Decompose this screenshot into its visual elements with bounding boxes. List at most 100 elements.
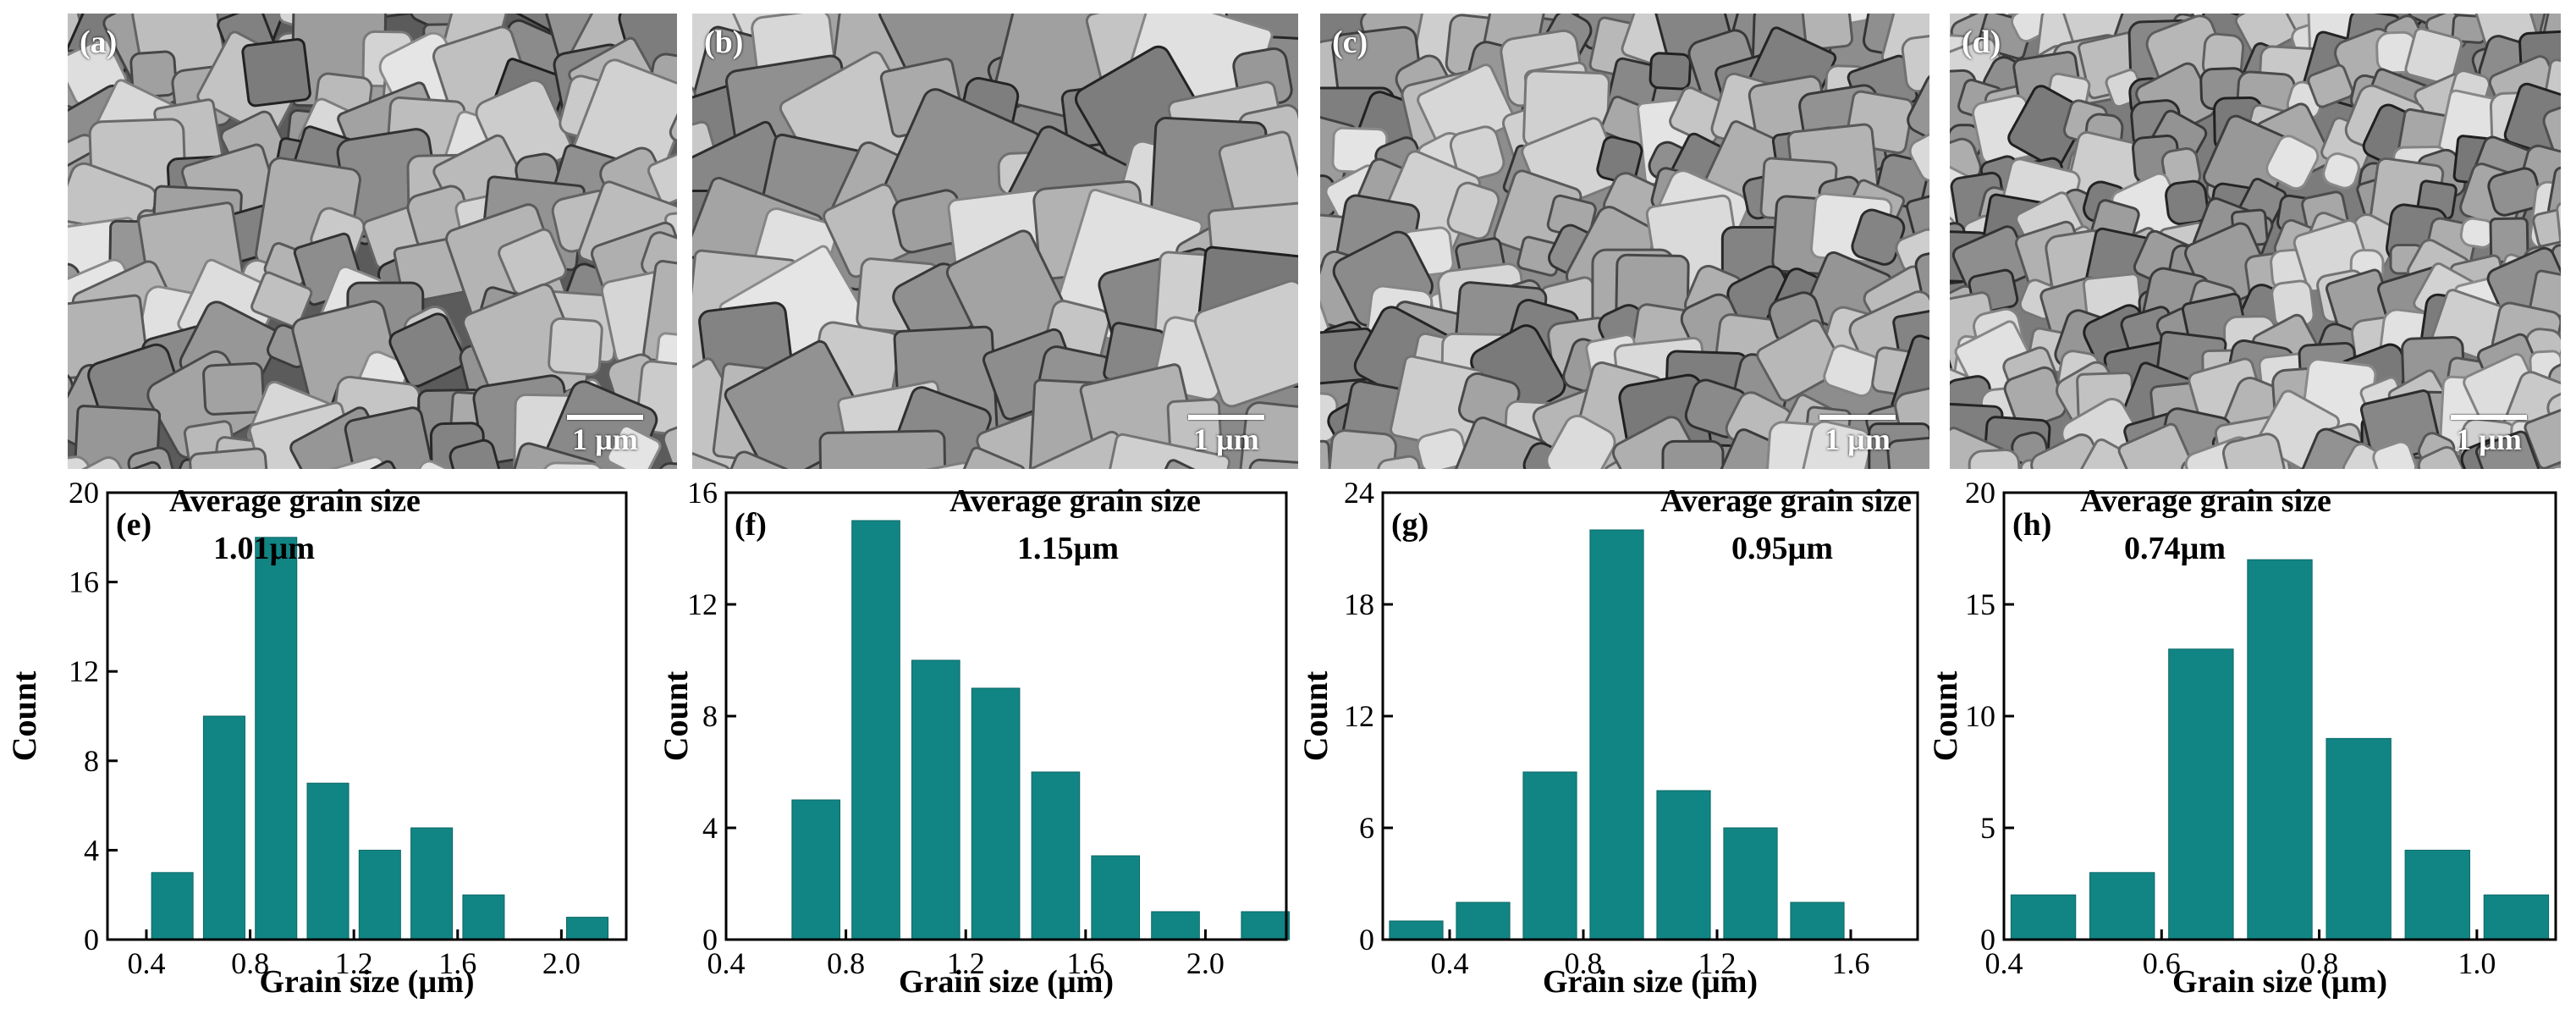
grain [720,450,792,469]
hist-f-ytick-label-2: 8 [702,699,718,733]
grain [2524,404,2561,469]
grain [2007,85,2089,168]
grain [2165,179,2210,225]
hist-h-bar-3 [2247,559,2313,940]
hist-h-xtick-label-1: 0.6 [2143,946,2181,980]
hist-f-ytick-label-3: 12 [687,587,718,621]
grain [2221,433,2286,469]
hist-f-annotation-title: Average grain size [949,483,1201,519]
grain [1194,279,1298,408]
hist-e-bar-0 [151,872,194,940]
hist-e-ytick-label-4: 16 [69,565,99,599]
hist-e-bar-7 [566,917,609,940]
histogram-g-svg: 0.4 0.8 1.2 1.6 0 6 12 18 24 Grain size (µm) Count… [1296,476,1919,1000]
panel-label-d: (d) [1962,25,2001,60]
grain [1886,434,1929,469]
hist-f-bar-4 [1031,771,1081,940]
hist-e-panel-label: (e) [116,507,151,543]
hist-f-xtick-label-2: 1.2 [947,946,985,980]
hist-f-ytick-label-0: 0 [702,923,718,957]
panel-label-a: (a) [80,25,118,60]
grain [1377,455,1423,469]
sem-image-d: (d) 1 µm [1950,14,2561,469]
grain [2322,152,2360,190]
hist-h-ytick-label-3: 15 [1965,587,1995,621]
hist-f-panel-label: (f) [735,507,767,543]
hist-e-ytick-label-1: 4 [84,833,99,867]
hist-e-xlabel: Grain size (µm) [259,964,474,1000]
grain [2474,430,2540,469]
hist-f-bar-3 [971,687,1021,940]
grain [1756,319,1845,402]
histogram-e: 0.4 0.8 1.2 1.6 2.0 0 4 8 12 16 20 Grain size (µm) C… [0,474,652,1005]
scale-bar-d: 1 µm [2451,415,2527,457]
sem-texture-c [1320,14,1929,469]
hist-g-xtick-label-0: 0.4 [1431,946,1469,980]
grain [692,448,732,469]
hist-f-annotation-value: 1.15µm [1017,531,1119,566]
grain [1446,181,1500,240]
grain-layer [68,14,677,469]
hist-h-bar-4 [2326,737,2392,940]
grain [653,461,677,469]
grain [2404,27,2463,86]
hist-g-bar-2 [1522,771,1577,940]
sem-image-b: (b) 1 µm [692,14,1298,469]
hist-f-bar-7 [1241,911,1291,940]
hist-g-ytick-label-2: 12 [1344,699,1374,733]
grain [1225,14,1298,41]
hist-h-ytick-label-4: 20 [1965,476,1995,510]
hist-e-ylabel: Count [5,670,43,761]
hist-g-ytick-label-4: 24 [1344,476,1374,510]
sem-texture-d [1950,14,2561,469]
grain [2307,63,2354,108]
hist-f-bar-1 [851,520,900,940]
grain [2117,422,2196,469]
grain [1545,414,1616,469]
hist-e-bar-3 [306,782,350,940]
histogram-h-svg: 0.4 0.6 0.8 1.0 0 5 10 15 20 Grain size (µm) Count… [1926,476,2557,1000]
hist-f-xtick-label-0: 0.4 [707,946,746,980]
grain [388,312,465,388]
grain [202,361,266,416]
grain [363,14,438,19]
hist-f-ytick-label-1: 4 [702,811,718,845]
grain [1649,52,1692,91]
hist-g-bar-5 [1723,827,1778,940]
hist-e-ytick-label-2: 8 [84,744,99,778]
hist-h-ytick-label-2: 10 [1965,699,1995,733]
hist-h-annotation-value: 0.74µm [2124,531,2226,566]
scale-bar-a: 1 µm [567,415,643,457]
grain [818,429,948,469]
grain [2556,196,2561,267]
histogram-g: 0.4 0.8 1.2 1.6 0 6 12 18 24 Grain size (µm) Count… [1291,474,1935,1005]
hist-h-bar-1 [2089,872,2155,940]
sem-image-a: (a) 1 µm [68,14,677,469]
hist-g-bar-6 [1790,901,1845,940]
panel-label-b: (b) [704,25,744,60]
hist-h-ytick-label-0: 0 [1980,923,1995,957]
hist-g-ytick-label-3: 18 [1344,587,1374,621]
hist-g-xtick-label-1: 0.8 [1565,946,1603,980]
grain [1449,125,1505,182]
hist-f-bar-6 [1151,911,1200,940]
scale-bar-label-a: 1 µm [572,422,638,456]
hist-g-bar-0 [1389,920,1444,940]
grain-layer [1320,14,1929,469]
hist-e-annotation-title: Average grain size [169,483,421,519]
hist-e-bar-1 [202,715,245,940]
hist-f-xtick-label-4: 2.0 [1186,946,1225,980]
scale-bar-label-b: 1 µm [1193,422,1259,456]
grain [2547,166,2561,225]
scale-bar-c: 1 µm [1819,415,1896,457]
scale-bar-b: 1 µm [1188,415,1264,457]
hist-e-ytick-label-5: 20 [69,476,99,510]
hist-e-bar-5 [410,827,454,940]
hist-e-xtick-label-2: 1.2 [335,946,373,980]
histogram-e-svg: 0.4 0.8 1.2 1.6 2.0 0 4 8 12 16 20 Grain size (µm) C… [5,476,628,1000]
hist-f-xtick-label-1: 0.8 [827,946,865,980]
hist-h-annotation-title: Average grain size [2080,483,2331,519]
grain [1908,125,1929,182]
grain [548,317,603,376]
grain [1320,281,1335,373]
